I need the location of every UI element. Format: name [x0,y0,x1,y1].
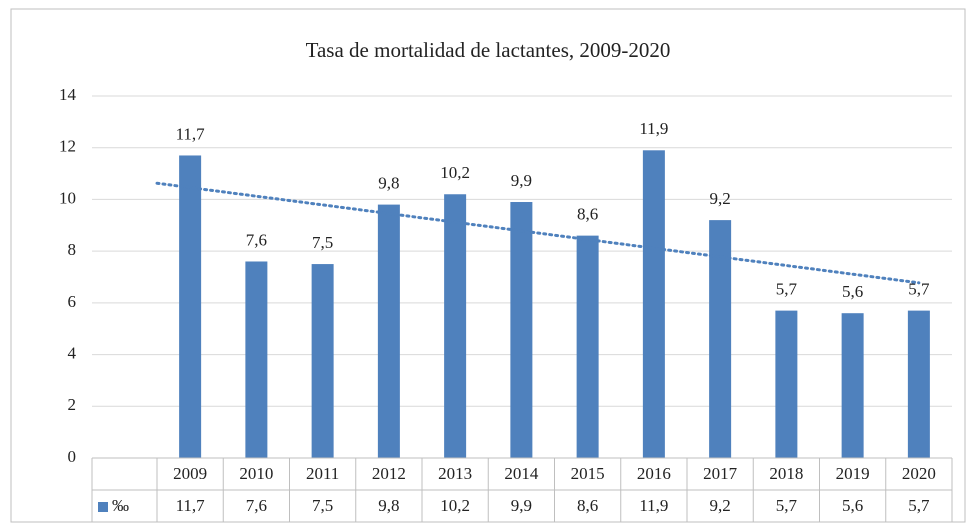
bar [444,194,467,458]
data-label: 7,6 [246,230,267,249]
data-label: 11,7 [176,124,206,143]
data-label: 11,9 [639,119,668,138]
data-label: 5,7 [908,280,930,299]
x-tick-label: 2014 [504,464,539,483]
x-tick-label: 2020 [902,464,936,483]
table-value: 9,2 [710,496,731,515]
x-tick-label: 2009 [173,464,207,483]
y-tick-label: 4 [68,343,77,362]
x-tick-label: 2013 [438,464,472,483]
y-tick-label: 6 [68,292,77,311]
y-tick-label: 2 [68,395,77,414]
bar [377,204,400,458]
x-tick-label: 2012 [372,464,406,483]
table-value: 10,2 [440,496,470,515]
table-value: 9,9 [511,496,532,515]
chart-border [10,8,966,523]
trendline [155,181,921,285]
bar [642,150,665,459]
table-value: 5,7 [908,496,930,515]
table-value: 7,6 [246,496,267,515]
x-tick-label: 2011 [306,464,339,483]
y-tick-label: 8 [68,240,77,259]
x-tick-label: 2018 [769,464,803,483]
bar [245,261,268,458]
table-value: 5,6 [842,496,863,515]
bar [510,202,533,458]
x-tick-label: 2016 [637,464,671,483]
y-tick-label: 10 [59,188,76,207]
chart-title: Tasa de mortalidad de lactantes, 2009-20… [306,38,671,62]
table-value: 5,7 [776,496,798,515]
table-value: 11,9 [639,496,668,515]
bar [709,220,732,458]
data-label: 7,5 [312,233,333,252]
x-tick-label: 2019 [836,464,870,483]
data-label: 10,2 [440,163,470,182]
data-label: 5,7 [776,280,798,299]
table-value: 11,7 [176,496,206,515]
bar [576,235,599,458]
bar [311,264,334,458]
x-tick-label: 2015 [571,464,605,483]
y-tick-label: 12 [59,137,76,156]
bar [907,310,930,458]
x-tick-label: 2010 [239,464,273,483]
data-label: 9,8 [378,174,399,193]
data-label: 9,2 [710,189,731,208]
data-label: 8,6 [577,205,598,224]
bar [179,155,202,458]
table-value: 8,6 [577,496,598,515]
bar [841,313,864,458]
legend-label: ‰ [112,496,129,515]
y-tick-label: 14 [59,85,77,104]
table-value: 7,5 [312,496,333,515]
legend-key [98,502,108,512]
table-value: 9,8 [378,496,399,515]
data-label: 9,9 [511,171,532,190]
x-tick-label: 2017 [703,464,738,483]
data-label: 5,6 [842,282,863,301]
y-tick-label: 0 [68,447,77,466]
bar [775,310,798,458]
